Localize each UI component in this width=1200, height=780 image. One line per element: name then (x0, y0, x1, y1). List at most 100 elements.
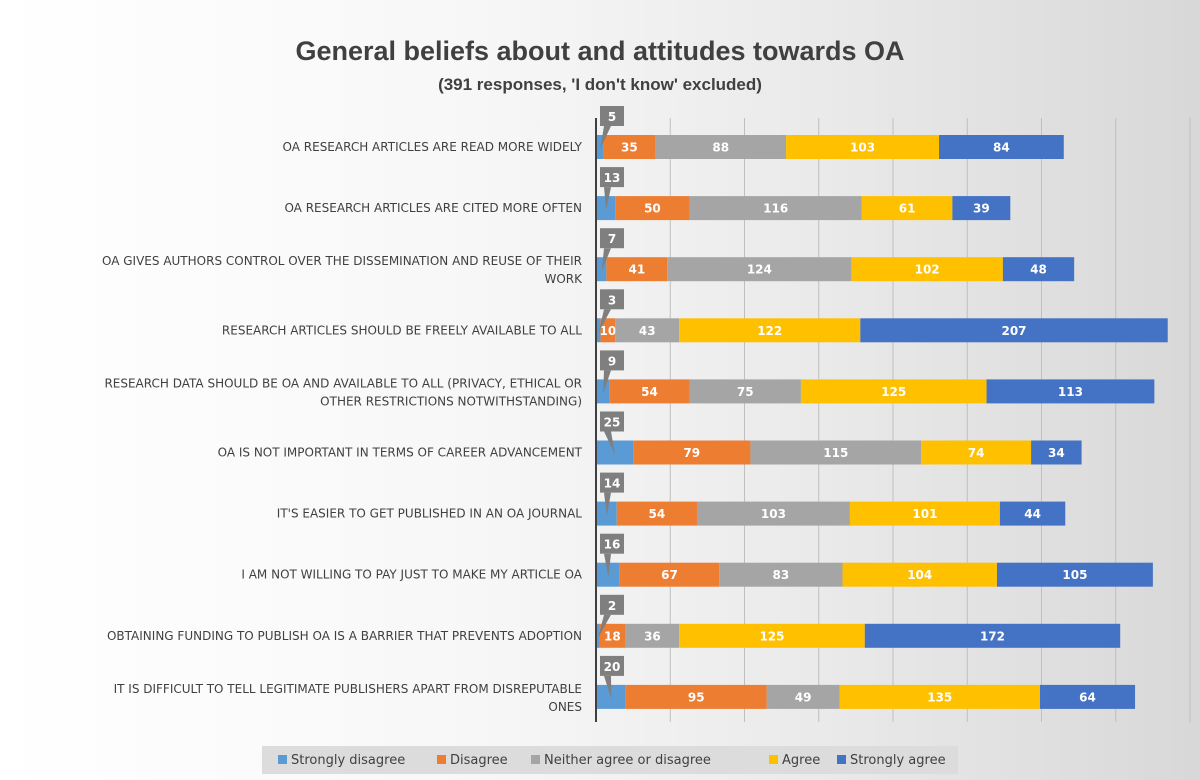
data-label: 79 (683, 446, 700, 460)
legend-label: Disagree (450, 753, 508, 768)
bar-segment (842, 562, 997, 587)
legend-swatch (531, 755, 540, 764)
bar-segment (596, 318, 601, 343)
callout-pointer (604, 187, 611, 211)
data-label: 103 (850, 141, 875, 155)
data-label: 124 (747, 263, 772, 277)
bar-segment (1031, 440, 1082, 465)
chart-subtitle: (391 responses, 'I don't know' excluded) (438, 75, 762, 94)
legend-swatch (437, 755, 446, 764)
bar-row: 41 124 102 48 (596, 257, 1075, 282)
category-label: OBTAINING FUNDING TO PUBLISH OA IS A BAR… (107, 629, 582, 643)
callout-pointer (600, 126, 611, 149)
bar-segment (786, 135, 940, 159)
callout-box (600, 533, 624, 554)
data-label: 54 (649, 507, 666, 521)
bar-row: 18 36 125 172 (596, 623, 1121, 648)
data-label: 5 (608, 110, 616, 124)
category-label: OA RESEARCH ARTICLES ARE CITED MORE OFTE… (284, 201, 582, 215)
data-label: 43 (639, 324, 656, 338)
bar-segment (851, 257, 1003, 282)
legend-swatch (837, 755, 846, 764)
category-label: OA RESEARCH ARTICLES ARE READ MORE WIDEL… (283, 140, 583, 154)
data-label: 35 (621, 141, 638, 155)
bar-segment (596, 379, 610, 404)
callout-label: 9 (600, 350, 624, 394)
data-label: 135 (927, 690, 952, 704)
callout-box (600, 411, 624, 432)
bar-segment (679, 623, 865, 648)
data-label: 10 (600, 324, 617, 338)
bar-row: 54 103 101 44 (596, 501, 1066, 526)
bar-segment (800, 379, 987, 404)
data-label: 125 (759, 629, 784, 643)
data-label: 13 (604, 171, 621, 185)
data-label: 41 (628, 263, 645, 277)
bar-row: 10 43 122 207 (596, 318, 1168, 343)
bar-row: 79 115 74 34 (596, 440, 1082, 465)
bar-segment (596, 501, 617, 526)
category-label: RESEARCH DATA SHOULD BE OA AND AVAILABLE… (104, 376, 582, 390)
data-label: 16 (604, 538, 621, 552)
data-label: 54 (641, 385, 658, 399)
callout-box (600, 472, 624, 493)
bar-segment (689, 196, 862, 221)
callout-box (600, 106, 624, 126)
data-label: 104 (907, 568, 932, 582)
data-label: 44 (1024, 507, 1041, 521)
legend-item: Agree (769, 753, 820, 768)
category-label: ONES (548, 700, 582, 714)
category-label: OA GIVES AUTHORS CONTROL OVER THE DISSEM… (102, 254, 582, 268)
bar-segment (1002, 257, 1075, 282)
bar-row: 67 83 104 105 (596, 562, 1153, 587)
bar-segment (861, 196, 953, 221)
bar-segment (1040, 684, 1136, 709)
bar-segment (600, 318, 616, 343)
bar-row: 50 116 61 39 (596, 196, 1011, 221)
bar-segment (596, 135, 604, 159)
callout-pointer (603, 370, 611, 394)
legend-item: Neither agree or disagree (531, 753, 711, 768)
bar-segment (619, 562, 720, 587)
bar-segment (633, 440, 751, 465)
category-label: OTHER RESTRICTIONS NOTWITHSTANDING) (320, 394, 582, 408)
bar-row: 95 49 135 64 (596, 684, 1136, 709)
data-label: 64 (1079, 690, 1096, 704)
callout-pointer (604, 553, 611, 577)
data-label: 125 (881, 385, 906, 399)
data-label: 3 (608, 293, 616, 307)
category-label: WORK (544, 272, 583, 286)
category-label: RESEARCH ARTICLES SHOULD BE FREELY AVAIL… (222, 323, 582, 337)
callout-pointer (597, 614, 611, 638)
legend-item: Strongly disagree (278, 753, 405, 768)
callout-label: 13 (600, 167, 624, 211)
data-label: 34 (1048, 446, 1065, 460)
data-label: 48 (1030, 263, 1047, 277)
category-label: OA IS NOT IMPORTANT IN TERMS OF CAREER A… (218, 446, 583, 460)
data-label: 7 (608, 232, 616, 246)
bar-segment (839, 684, 1041, 709)
data-label: 207 (1001, 324, 1026, 338)
callout-pointer (604, 675, 612, 699)
bar-segment (596, 196, 616, 221)
data-label: 50 (644, 202, 661, 216)
callout-box (600, 655, 624, 676)
data-label: 105 (1062, 568, 1087, 582)
bar-segment (596, 562, 620, 587)
bar-segment (655, 135, 787, 159)
bar-segment (596, 623, 599, 648)
data-label: 83 (773, 568, 790, 582)
legend-label: Agree (782, 753, 820, 768)
bar-segment (860, 318, 1168, 343)
callout-label: 20 (600, 655, 624, 699)
bar-segment (625, 684, 767, 709)
data-label: 115 (823, 446, 848, 460)
callout-label: 3 (598, 289, 624, 333)
callout-label: 2 (597, 594, 624, 638)
data-label: 14 (604, 477, 621, 491)
callout-label: 25 (600, 411, 624, 455)
bar-segment (766, 684, 840, 709)
legend: Strongly disagree Disagree Neither agree o… (262, 746, 958, 774)
bar-row: 54 75 125 113 (596, 379, 1155, 404)
bar-segment (999, 501, 1066, 526)
